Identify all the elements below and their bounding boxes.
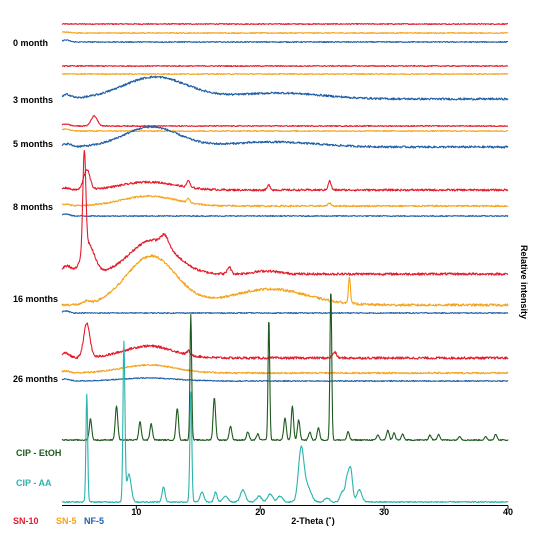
trace-26-months-sn-5 — [61, 363, 509, 375]
trace-16-months-sn-5 — [61, 254, 509, 307]
row-label-16-months: 16 months — [13, 294, 58, 304]
trace-3-months-sn-10 — [61, 64, 509, 68]
row-label-cip-aa: CIP - AA — [16, 478, 52, 488]
trace-0-month-sn-10 — [61, 22, 509, 26]
legend: SN-10 SN-5 NF-5 — [13, 516, 104, 526]
trace-16-months-nf-5 — [61, 310, 509, 315]
trace-layer — [61, 22, 509, 504]
x-axis-title: 2-Theta (˚) — [291, 516, 335, 526]
legend-item-nf5: NF-5 — [84, 516, 104, 526]
trace-16-months-sn-10 — [61, 149, 509, 276]
x-tick-label-10: 10 — [131, 507, 141, 517]
trace-cip-etoh-cip-etoh — [61, 293, 509, 442]
trace-0-month-nf-5 — [61, 39, 509, 44]
x-tick-label-30: 30 — [379, 507, 389, 517]
row-label-26-months: 26 months — [13, 374, 58, 384]
legend-item-sn5: SN-5 — [56, 516, 77, 526]
trace-5-months-nf-5 — [61, 125, 509, 149]
row-label-0-month: 0 month — [13, 38, 48, 48]
x-tick-label-40: 40 — [503, 507, 513, 517]
row-label-5-months: 5 months — [13, 139, 53, 149]
trace-5-months-sn-5 — [61, 128, 509, 133]
row-label-layer: 0 month 3 months 5 months 8 months 16 months… — [13, 38, 61, 488]
trace-5-months-sn-10 — [61, 115, 509, 128]
row-label-cip-etoh: CIP - EtOH — [16, 448, 61, 458]
trace-8-months-sn-10 — [61, 169, 509, 192]
row-label-8-months: 8 months — [13, 202, 53, 212]
trace-0-month-sn-5 — [61, 31, 509, 35]
trace-8-months-nf-5 — [61, 213, 509, 218]
trace-cip-aa-cip-aa — [61, 340, 509, 504]
trace-8-months-sn-5 — [61, 194, 509, 208]
trace-3-months-sn-5 — [61, 72, 509, 76]
legend-item-sn10: SN-10 — [13, 516, 39, 526]
trace-26-months-sn-10 — [61, 322, 509, 360]
trace-3-months-nf-5 — [61, 75, 509, 101]
trace-26-months-nf-5 — [61, 377, 509, 383]
x-tick-layer: 10 20 30 40 — [131, 505, 513, 517]
x-tick-label-20: 20 — [255, 507, 265, 517]
row-label-3-months: 3 months — [13, 95, 53, 105]
y-axis-title: Relative intensity — [519, 245, 529, 319]
